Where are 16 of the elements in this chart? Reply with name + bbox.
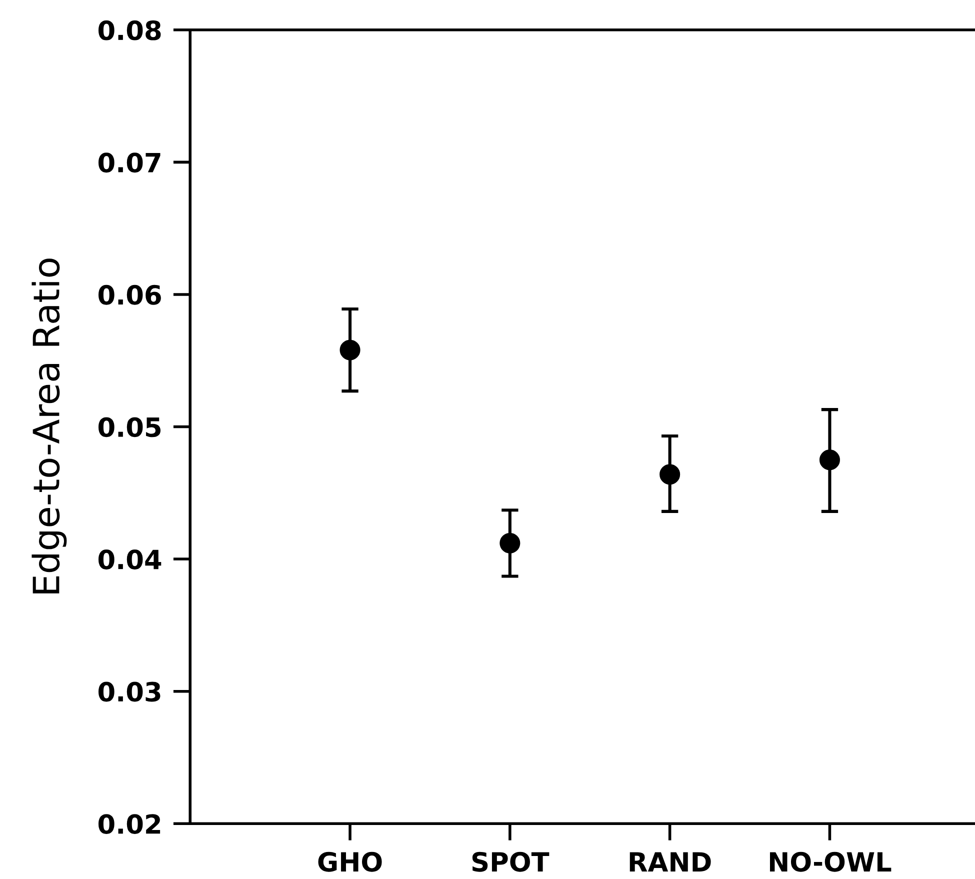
y-tick-label: 0.08	[98, 20, 161, 40]
y-tick-label: 0.04	[98, 549, 162, 570]
x-tick-label: SPOT	[472, 852, 550, 872]
y-tick-label: 0.07	[98, 152, 160, 173]
x-tick-label: RAND	[630, 852, 711, 872]
y-tick-label: 0.06	[98, 284, 161, 305]
y-axis-title: Edge-to-Area Ratio	[32, 258, 67, 594]
point	[500, 532, 520, 554]
point	[819, 450, 840, 470]
y-tick-label: 0.02	[98, 814, 160, 834]
y-tick-label: 0.05	[98, 417, 161, 438]
y-tick-label: 0.03	[98, 682, 160, 702]
point	[340, 340, 360, 360]
x-tick-label: GHO	[318, 852, 382, 872]
x-tick-label: NO-OWL	[770, 852, 892, 872]
point	[660, 464, 680, 485]
